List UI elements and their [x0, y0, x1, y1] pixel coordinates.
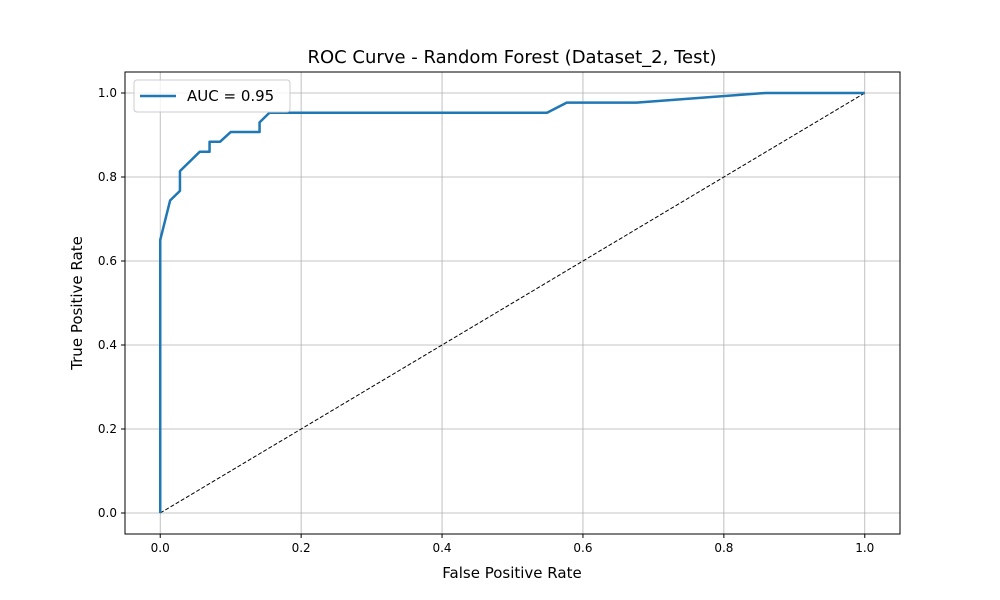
- plot-frame: [124, 71, 901, 535]
- x-tick-label: 1.0: [855, 541, 874, 555]
- y-tick-label: 0.2: [98, 422, 117, 436]
- chart-title: ROC Curve - Random Forest (Dataset_2, Te…: [307, 47, 716, 68]
- legend-label-roc: AUC = 0.95: [187, 87, 274, 105]
- chance-diagonal-line: [159, 92, 866, 514]
- y-tick-label: 0.6: [98, 254, 117, 268]
- x-tick-label: 0.0: [151, 541, 170, 555]
- x-tick-label: 0.6: [573, 541, 592, 555]
- x-tick-label: 0.4: [432, 541, 451, 555]
- series-group: [158, 91, 866, 514]
- axis-ticks: 0.0 0.2 0.4 0.6 0.8 1.0 0.0 0.2 0.4 0.6 0.8 1.0: [98, 86, 874, 555]
- x-tick-label: 0.2: [292, 541, 311, 555]
- legend-box: [133, 79, 291, 113]
- y-tick-label: 0.0: [98, 506, 117, 520]
- roc-curve-line: [158, 91, 865, 513]
- plot-area: 0.0 0.2 0.4 0.6 0.8 1.0 0.0 0.2 0.4 0.6 0.8 1.0: [98, 71, 901, 555]
- y-tick-label: 0.8: [98, 170, 117, 184]
- x-tick-label: 0.8: [714, 541, 733, 555]
- y-axis-label: True Positive Rate: [68, 236, 86, 371]
- legend: AUC = 0.95: [133, 79, 291, 113]
- y-tick-label: 1.0: [98, 86, 117, 100]
- y-tick-label: 0.4: [98, 338, 117, 352]
- x-axis-label: False Positive Rate: [442, 564, 581, 582]
- grid-lines: [125, 72, 900, 534]
